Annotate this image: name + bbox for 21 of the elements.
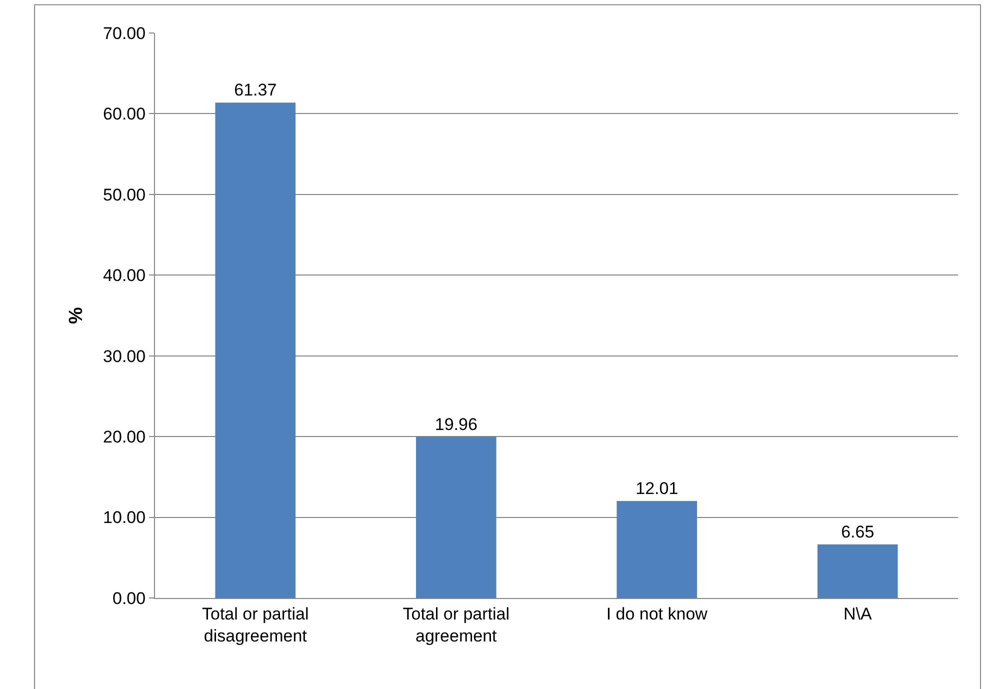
- y-tick-label: 10.00: [103, 508, 146, 528]
- bar: [215, 102, 296, 598]
- y-tick-label: 30.00: [103, 346, 146, 366]
- bar: [416, 436, 496, 598]
- data-label: 12.01: [636, 479, 678, 498]
- data-label: 6.65: [841, 522, 874, 542]
- y-tick-label: 0.00: [112, 588, 146, 608]
- y-tick-label: 50.00: [103, 185, 146, 204]
- data-label: 61.37: [234, 80, 277, 100]
- bar: [817, 544, 898, 598]
- y-tick-label: 20.00: [103, 428, 146, 447]
- x-tick-label: N\A: [843, 604, 872, 624]
- y-tick-label: 70.00: [103, 24, 146, 43]
- x-tick-label: I do not know: [606, 604, 708, 624]
- data-label: 19.96: [434, 414, 478, 434]
- y-tick-label: 60.00: [103, 104, 146, 124]
- y-axis-title: %: [66, 306, 87, 324]
- y-tick-label: 40.00: [103, 266, 146, 286]
- bar: [616, 501, 698, 598]
- x-tick-label: Total or partial disagreement: [202, 604, 309, 646]
- x-tick-label: Total or partial agreement: [402, 604, 510, 646]
